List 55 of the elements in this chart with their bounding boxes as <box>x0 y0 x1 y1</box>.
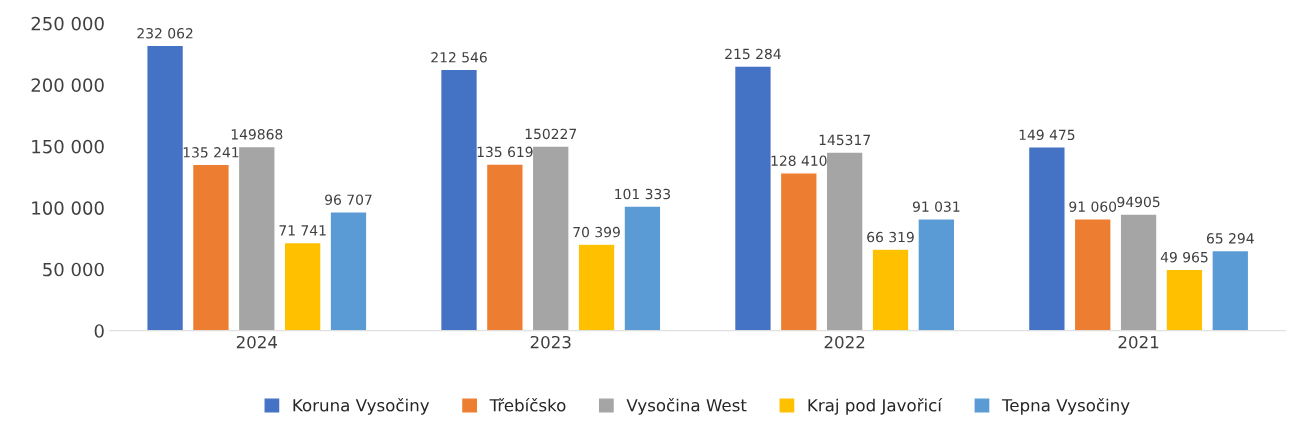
bar <box>825 151 864 331</box>
bar <box>1119 213 1158 331</box>
bar <box>1165 268 1204 331</box>
data-label: 91 060 <box>1069 201 1117 212</box>
x-tick-label: 2021 <box>1118 335 1159 349</box>
bar <box>485 163 524 331</box>
bar <box>329 211 368 331</box>
data-label: 49 965 <box>1160 251 1208 263</box>
legend-label: Třebíčsko <box>489 397 566 412</box>
data-label: 91 031 <box>912 201 960 212</box>
data-label: 101 333 <box>615 188 671 200</box>
data-label: 135 619 <box>477 146 533 158</box>
bar <box>283 241 322 331</box>
data-label: 70 399 <box>573 226 620 238</box>
y-tick-label: 200 000 <box>31 78 104 92</box>
legend-label: Tepna Vysočiny <box>1001 397 1130 415</box>
data-label: 149 475 <box>1019 129 1075 141</box>
data-label: 135 241 <box>183 147 239 158</box>
x-tick-label: 2024 <box>236 335 278 349</box>
legend-label: Vysočina West <box>626 397 747 415</box>
data-label: 128 410 <box>771 155 827 166</box>
y-tick-label: 0 <box>94 324 104 338</box>
data-label: 215 284 <box>725 48 781 60</box>
bar <box>733 65 772 331</box>
x-tick-label: 2023 <box>530 335 571 349</box>
bar <box>871 248 910 331</box>
bar <box>1211 249 1250 331</box>
x-tick-label: 2022 <box>824 335 865 349</box>
y-tick-label: 100 000 <box>32 201 104 215</box>
bar <box>237 145 276 331</box>
data-label: 65 294 <box>1206 233 1254 244</box>
data-label: 66 319 <box>867 231 914 243</box>
bar <box>531 145 570 331</box>
data-label: 94905 <box>1117 196 1160 208</box>
legend-label: Koruna Vysočiny <box>293 397 430 415</box>
bar <box>917 218 956 331</box>
data-label: 150227 <box>525 128 577 140</box>
bar <box>577 243 616 331</box>
bar <box>623 205 662 331</box>
y-tick-label: 150 000 <box>32 139 104 154</box>
data-label: 212 546 <box>431 52 487 63</box>
bar <box>779 172 818 331</box>
data-label: 71 741 <box>279 225 326 236</box>
bar <box>1027 146 1066 331</box>
y-tick-label: 50 000 <box>43 262 104 277</box>
data-label: 232 062 <box>137 28 193 39</box>
data-label: 96 707 <box>325 194 372 205</box>
legend-label: Kraj pod Javořicí <box>808 397 943 415</box>
bar <box>146 44 185 331</box>
data-label: 145317 <box>819 134 870 146</box>
bar <box>191 163 230 331</box>
bar <box>1073 218 1112 331</box>
y-tick-label: 250 000 <box>31 16 104 31</box>
bar <box>439 68 479 331</box>
data-label: 149868 <box>231 129 283 140</box>
